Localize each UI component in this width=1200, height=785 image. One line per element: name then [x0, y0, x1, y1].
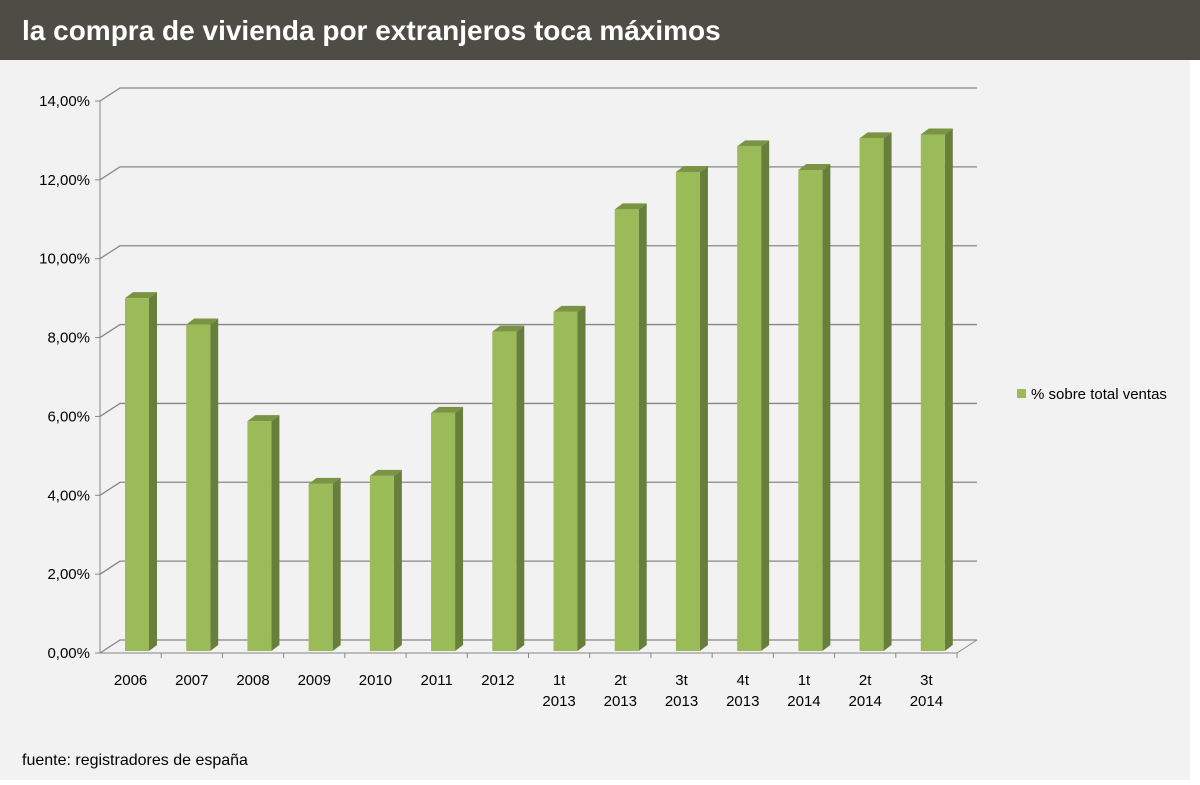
y-tick-label: 14,00%	[39, 93, 90, 110]
y-tick-label: 10,00%	[39, 251, 90, 268]
bar	[186, 324, 211, 651]
x-tick-label: 2011	[421, 672, 453, 689]
x-tick-label: 2010	[359, 672, 392, 689]
source-note: fuente: registradores de españa	[22, 752, 248, 769]
y-tick-label: 0,00%	[47, 645, 90, 662]
bar-side	[944, 128, 953, 651]
bar-top	[308, 477, 341, 484]
bar	[492, 331, 517, 651]
x-tick-label: 2013	[604, 693, 637, 710]
gridline	[99, 87, 977, 102]
x-tick-label: 2014	[787, 693, 820, 710]
bar-side	[516, 325, 525, 651]
bar-side	[149, 292, 157, 651]
bar-top	[614, 203, 647, 210]
x-tick-label: 2013	[726, 693, 759, 710]
bar-side	[332, 477, 341, 651]
gridline	[99, 166, 977, 181]
x-tick-label: 4t	[736, 672, 749, 689]
y-tick-label: 6,00%	[47, 408, 90, 425]
x-tick-label: 1t	[798, 672, 811, 689]
bar	[431, 412, 456, 651]
x-tick-label: 2007	[175, 672, 208, 689]
y-tick-label: 8,00%	[47, 330, 90, 347]
bar-top	[920, 128, 953, 135]
gridline	[99, 639, 977, 654]
bar-top	[247, 415, 280, 422]
gridline	[99, 402, 977, 417]
x-tick-label: 2006	[114, 672, 147, 689]
gridline	[99, 560, 977, 575]
bar-top	[431, 406, 464, 413]
bar-side	[577, 305, 586, 651]
y-tick-label: 2,00%	[47, 566, 90, 583]
gridline	[99, 323, 977, 339]
bar-top	[737, 140, 770, 147]
x-tick-label: 2013	[665, 693, 698, 710]
gridline	[99, 481, 977, 496]
bar-top	[553, 305, 586, 312]
x-tick-label: 2014	[848, 693, 881, 710]
x-axis-depth-line	[956, 639, 978, 654]
bar-top	[186, 318, 219, 325]
x-tick-label: 3t	[920, 672, 933, 689]
bar	[125, 298, 149, 651]
bar-top	[859, 132, 892, 139]
legend-swatch	[1017, 389, 1026, 398]
bar-side	[393, 469, 402, 651]
bar-side	[761, 140, 770, 652]
bar	[369, 475, 394, 651]
bar	[798, 169, 823, 651]
x-tick-label: 3t	[675, 672, 688, 689]
bar	[614, 209, 639, 651]
x-tick-label: 2013	[542, 693, 575, 710]
bar	[859, 138, 884, 651]
legend-label: % sobre total ventas	[1031, 386, 1167, 403]
x-tick-label: 2t	[859, 672, 872, 689]
x-tick-label: 2009	[298, 672, 331, 689]
bar-side	[455, 406, 464, 651]
bar-top	[369, 469, 402, 476]
bar-side	[271, 415, 280, 651]
bar-side	[883, 132, 892, 651]
bar-top	[798, 163, 831, 170]
bar-top	[675, 165, 708, 172]
bar-side	[638, 203, 647, 651]
y-tick-label: 12,00%	[39, 172, 90, 189]
bar-side	[822, 163, 831, 651]
bar	[553, 311, 578, 651]
x-tick-label: 1t	[553, 672, 566, 689]
y-tick-label: 4,00%	[47, 487, 90, 504]
bar	[675, 171, 700, 651]
x-tick-label: 2014	[910, 693, 943, 710]
bar	[920, 134, 945, 651]
x-tick-label: 2012	[481, 672, 514, 689]
bar	[737, 146, 762, 652]
bar-top	[492, 325, 525, 332]
gridline	[99, 245, 977, 260]
bar	[247, 421, 272, 651]
x-tick-label: 2t	[614, 672, 627, 689]
bar-side	[210, 318, 219, 651]
bar-top	[125, 292, 157, 299]
bar-side	[699, 165, 708, 651]
page-title: la compra de vivienda por extranjeros to…	[0, 0, 1200, 60]
bar	[308, 483, 333, 651]
x-tick-label: 2008	[236, 672, 269, 689]
